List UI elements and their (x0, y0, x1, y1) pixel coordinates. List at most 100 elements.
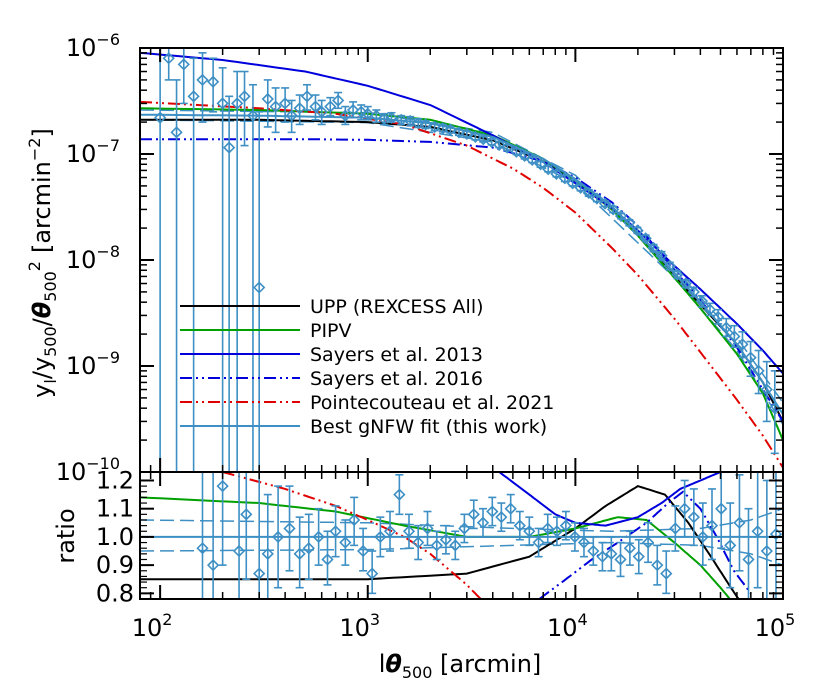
bottom-data-point (196, 472, 209, 599)
bottom-data-point (439, 524, 453, 555)
bottom-diamond-marker (383, 525, 397, 538)
bottom-data-point (271, 485, 285, 589)
top-diamond-marker (293, 102, 306, 115)
top-data-point (647, 241, 660, 255)
bottom-data-point (356, 527, 370, 572)
top-diamond-marker (566, 177, 579, 190)
bottom-diamond-marker (329, 525, 342, 538)
top-data-point (223, 95, 236, 472)
bottom-diamond-marker (660, 567, 673, 580)
bottom-data-point (504, 493, 517, 524)
bottom-diamond-marker (715, 502, 728, 515)
bottom-data-point (302, 513, 315, 581)
bottom-data-point (383, 510, 397, 552)
bottom-data-point (339, 519, 352, 566)
top-data-point (663, 259, 676, 273)
top-diamond-marker (370, 109, 383, 122)
top-data-point (153, 48, 167, 472)
bottom-diamond-marker (402, 525, 416, 538)
bottom-y-tick-label: 1.2 (96, 466, 134, 494)
bottom-data-point (467, 499, 480, 530)
bottom-diamond-marker (366, 567, 379, 580)
top-diamond-marker (631, 224, 644, 237)
bottom-data-point (206, 472, 220, 599)
top-data-point (170, 79, 183, 472)
top-y-tick-label: 10−10 (56, 454, 120, 486)
bottom-series-line-0 (140, 485, 740, 599)
top-data-point (238, 70, 251, 147)
top-diamond-marker (518, 149, 531, 163)
bottom-data-point (669, 505, 682, 552)
bottom-data-point (769, 472, 783, 599)
bottom-diamond-marker (467, 508, 480, 521)
bottom-data-point (751, 472, 764, 589)
bottom-data-point (321, 530, 334, 586)
top-diamond-marker (355, 105, 368, 118)
bottom-diamond-marker (742, 553, 755, 566)
top-diamond-marker (412, 117, 425, 130)
bottom-diamond-marker (769, 527, 783, 541)
bottom-panel: 0.80.91.01.11.2 102 103 104 105 (96, 466, 796, 642)
bottom-band-upper (140, 507, 783, 533)
bottom-data-point (366, 550, 379, 595)
top-diamond-marker (574, 181, 587, 194)
top-measurements (153, 48, 781, 472)
bottom-diamond-marker (486, 505, 499, 518)
top-diamond-marker (671, 268, 684, 281)
top-data-point (550, 167, 563, 180)
top-data-point (246, 83, 260, 472)
top-data-point (216, 67, 229, 472)
top-data-point (671, 268, 684, 281)
bottom-data-point (458, 513, 471, 544)
top-series-line-2 (140, 51, 783, 375)
bottom-data-point (641, 521, 655, 564)
top-data-point (385, 111, 398, 124)
top-diamond-marker (331, 94, 345, 107)
bottom-data-point (760, 479, 773, 599)
top-diamond-marker (428, 120, 441, 134)
top-data-point (177, 48, 190, 105)
top-diamond-marker (460, 127, 473, 140)
top-data-point (510, 145, 523, 158)
bottom-diamond-marker (724, 539, 737, 552)
top-diamond-marker (550, 167, 563, 180)
bottom-diamond-marker (216, 479, 229, 493)
bottom-diamond-marker (283, 522, 296, 535)
top-diamond-marker (501, 141, 514, 154)
top-data-point (187, 57, 200, 472)
top-diamond-marker (623, 216, 636, 229)
top-diamond-marker (720, 321, 733, 334)
top-diamond-marker (695, 294, 709, 308)
bottom-diamond-marker (541, 522, 554, 535)
bottom-data-point (568, 521, 582, 552)
bottom-data-point (513, 510, 526, 541)
bottom-diamond-marker (421, 522, 434, 535)
bottom-diamond-marker (476, 516, 490, 529)
bottom-diamond-marker (449, 539, 462, 552)
top-diamond-marker (223, 141, 236, 154)
top-diamond-marker (177, 58, 190, 71)
top-diamond-marker (278, 97, 292, 110)
top-diamond-marker (419, 118, 432, 131)
bottom-data-point (216, 472, 229, 566)
bottom-data-point (687, 488, 700, 547)
bottom-diamond-marker (687, 511, 700, 524)
top-diamond-marker (403, 114, 417, 128)
top-data-point (428, 120, 441, 134)
top-data-point (598, 197, 612, 210)
bottom-data-point (348, 496, 361, 547)
bottom-diamond-marker (623, 542, 636, 555)
bottom-diamond-marker (271, 530, 285, 544)
bottom-data-point (696, 502, 709, 566)
top-diamond-marker (269, 100, 282, 113)
top-diamond-marker (485, 135, 498, 149)
top-diamond-marker (315, 105, 328, 118)
top-data-point (395, 113, 408, 126)
top-data-point (687, 285, 700, 299)
bottom-diamond-marker (577, 536, 591, 549)
top-data-point (361, 105, 374, 121)
bottom-frame (139, 471, 784, 600)
top-data-point (231, 70, 244, 472)
bottom-y-tick-label: 1.0 (96, 523, 134, 551)
top-data-point (534, 158, 547, 171)
